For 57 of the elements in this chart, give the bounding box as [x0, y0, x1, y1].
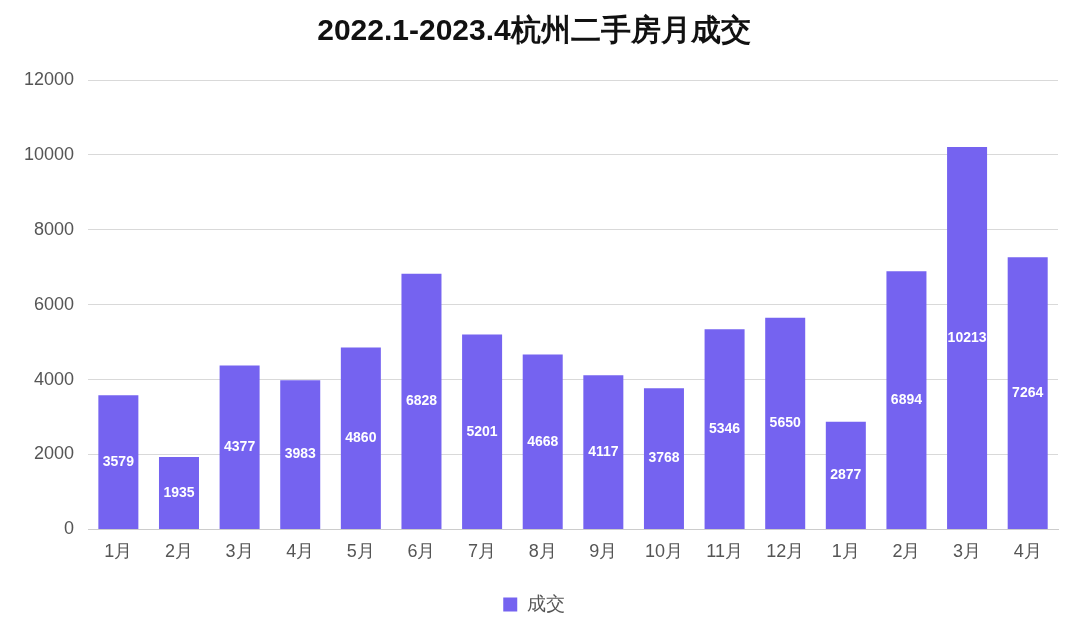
- bar: [158, 456, 199, 529]
- y-tick-label: 10000: [23, 143, 75, 164]
- x-tick-label: 6月: [407, 541, 436, 562]
- data-label: 1935: [163, 483, 195, 500]
- y-tick-label: 12000: [23, 68, 75, 89]
- x-tick-label: 2月: [892, 541, 921, 562]
- bar: [765, 317, 806, 529]
- x-tick-label: 9月: [589, 541, 618, 562]
- bar: [1007, 257, 1048, 529]
- x-tick-label: 7月: [468, 541, 497, 562]
- x-tick-label: 1月: [831, 541, 860, 562]
- bar: [462, 334, 503, 529]
- x-tick-label: 8月: [528, 541, 557, 562]
- x-tick-label: 1月: [104, 541, 133, 562]
- data-label: 5201: [466, 422, 498, 439]
- data-label: 3768: [648, 449, 680, 466]
- data-label: 2877: [830, 466, 862, 483]
- bar: [704, 329, 745, 529]
- bar: [643, 388, 684, 529]
- y-tick-label: 0: [64, 518, 75, 539]
- data-label: 4860: [345, 429, 377, 446]
- data-label: 3579: [102, 452, 135, 469]
- y-tick-label: 6000: [34, 293, 75, 314]
- chart-title: 2022.1-2023.4杭州二手房月成交: [317, 13, 751, 47]
- data-label: 4668: [527, 432, 559, 449]
- bar: [583, 375, 624, 529]
- x-tick-label: 11月: [706, 541, 743, 562]
- legend-label: 成交: [526, 592, 565, 614]
- data-label: 4117: [588, 442, 619, 459]
- data-label: 6894: [890, 390, 923, 407]
- x-tick-label: 3月: [953, 541, 982, 562]
- bar: [401, 273, 442, 529]
- bar: [886, 271, 927, 529]
- x-tick-label: 4月: [1013, 541, 1042, 562]
- bar: [340, 347, 381, 529]
- bar: [947, 146, 988, 529]
- bar: [98, 395, 139, 529]
- data-label: 5650: [769, 414, 801, 431]
- bar: [280, 380, 321, 529]
- x-tick-label: 12月: [766, 541, 805, 562]
- y-tick-label: 4000: [34, 368, 75, 389]
- data-label: 6828: [405, 392, 438, 409]
- x-tick-label: 2月: [164, 541, 193, 562]
- y-tick-label: 2000: [34, 443, 75, 464]
- data-label: 3983: [284, 445, 317, 462]
- data-label: 7264: [1012, 383, 1044, 400]
- data-label: 10213: [947, 328, 987, 345]
- data-label: 5346: [709, 419, 741, 436]
- y-tick-label: 8000: [34, 218, 75, 239]
- x-tick-label: 4月: [286, 541, 315, 562]
- bar: [219, 365, 260, 529]
- x-tick-label: 3月: [225, 541, 254, 562]
- data-label: 4377: [224, 438, 256, 455]
- bar: [825, 421, 866, 529]
- x-tick-label: 5月: [346, 541, 375, 562]
- bar: [522, 354, 563, 529]
- x-tick-label: 10月: [644, 541, 683, 562]
